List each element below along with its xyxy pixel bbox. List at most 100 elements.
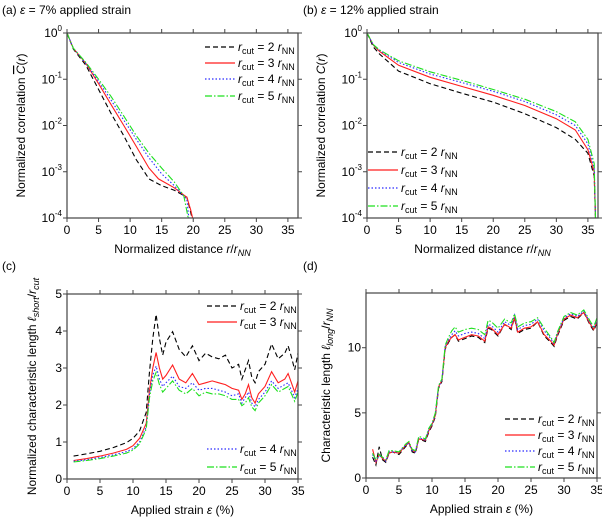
text-part: r [538, 444, 543, 458]
series-line-rcut4 [67, 33, 190, 218]
y-tick-label: 4 [55, 324, 62, 338]
x-tick-label: 30 [250, 223, 264, 237]
tick-base: 10 [342, 211, 356, 225]
text-part: (b) [303, 3, 321, 17]
tick-exponent: -4 [55, 209, 63, 218]
text-part: r [578, 412, 583, 426]
text-part: NN [284, 305, 297, 315]
text-part: (a) [2, 3, 20, 17]
legend-label-rcut2: rcut = 2 rNN [538, 412, 595, 428]
text-part: = 2 [254, 40, 278, 54]
text-part: / [230, 242, 234, 256]
legend-label-rcut3: rcut = 3 rNN [401, 163, 458, 179]
text-part: NN [238, 248, 251, 258]
series-line-rcut5 [372, 309, 597, 461]
x-axis-label: Normalized distance r/rNN [114, 242, 251, 258]
series-line-rcut3 [372, 311, 597, 465]
tick-base: 10 [44, 26, 58, 40]
text-part: Normalized distance [414, 242, 526, 256]
text-part: r [534, 242, 539, 256]
tick-base: 10 [42, 211, 56, 225]
x-tick-label: 25 [225, 484, 239, 498]
text-part: cut [542, 418, 555, 428]
legend-label-rcut3: rcut = 3 rNN [538, 428, 595, 444]
y-tick-label: 10-1 [342, 70, 363, 86]
text-part: NN [282, 62, 295, 72]
tick-base: 5 [55, 287, 62, 301]
x-tick-label: 35 [281, 223, 295, 237]
series-line-rcut4 [372, 310, 597, 463]
tick-exponent: -4 [355, 209, 363, 218]
text-part: r [578, 460, 583, 474]
text-part: cut [31, 277, 41, 290]
text-part: r [278, 72, 283, 86]
legend-label-rcut4: rcut = 4 rNN [240, 442, 297, 458]
text-part: cut [405, 205, 418, 215]
text-part: = 3 [417, 163, 441, 177]
plot-frame [66, 293, 299, 480]
text-part: / [319, 325, 333, 329]
y-tick-label: 100 [344, 24, 362, 40]
y-tick-label: 10-4 [42, 209, 63, 225]
text-part: cut [244, 321, 257, 331]
series-line-rcut2 [67, 33, 193, 218]
x-tick-label: 20 [487, 223, 501, 237]
text-part: = 5 [417, 199, 441, 213]
text-part: r [240, 442, 245, 456]
tick-exponent: 0 [58, 24, 63, 33]
text-part: = 3 [554, 428, 578, 442]
text-part: r [280, 299, 285, 313]
series-line-rcut2 [367, 33, 597, 218]
panel-title: (c) [2, 259, 16, 273]
y-tick-label: 10-2 [342, 117, 363, 133]
text-part: = 4 [417, 181, 441, 195]
text-part: r [25, 289, 39, 294]
text-part: ε [321, 3, 327, 17]
text-part: / [25, 293, 39, 297]
text-part: = 4 [256, 442, 280, 456]
tick-base: 10 [342, 72, 356, 86]
text-part: cut [405, 151, 418, 161]
text-part: cut [405, 169, 418, 179]
x-tick-label: 20 [192, 484, 206, 498]
text-part: = 2 [554, 412, 578, 426]
x-tick-label: 5 [95, 223, 102, 237]
text-part: r [280, 442, 285, 456]
text-part: (d) [303, 259, 318, 273]
text-part: = 5 [554, 460, 578, 474]
y-tick-label: 10-3 [42, 163, 63, 179]
y-tick-label: 3 [55, 361, 62, 375]
x-tick-label: 0 [64, 223, 71, 237]
x-tick-label: 0 [64, 484, 71, 498]
legend-label-rcut5: rcut = 5 rNN [238, 89, 295, 105]
chart-panel-d: (d) 0 5 10 15 20 25 30 35 0 5 10 Applied strain ε (%… [303, 259, 602, 516]
legend-label-rcut5: rcut = 5 rNN [401, 199, 458, 215]
x-tick-label: 25 [524, 483, 538, 497]
text-part: r [319, 321, 333, 326]
y-axis-label: Normalized characteristic length ℓshort/… [25, 277, 41, 495]
text-part: r [441, 163, 446, 177]
text-part: cut [242, 62, 255, 72]
x-tick-label: 10 [123, 223, 137, 237]
tick-exponent: -2 [55, 117, 63, 126]
text-part: ℓ [319, 345, 333, 350]
tick-base: 10 [42, 165, 56, 179]
panel-title: (b) ε = 12% applied strain [303, 3, 439, 17]
text-part: NN [325, 308, 335, 321]
text-part: cut [244, 448, 257, 458]
series-line-rcut3 [367, 33, 597, 218]
text-part: Applied strain [131, 503, 207, 517]
text-part: r [538, 412, 543, 426]
chart-panel-a: (a) ε = 7% applied strain 0 5 10 15 20 25 30 35 1… [2, 3, 302, 258]
plot-frame [365, 292, 598, 479]
text-part: r [278, 40, 283, 54]
text-part: C [14, 65, 28, 74]
x-tick-label: 10 [425, 483, 439, 497]
text-part: r [240, 315, 245, 329]
text-part: Applied strain [430, 502, 506, 516]
text-part: NN [282, 46, 295, 56]
text-part: NN [538, 248, 551, 258]
x-tick-label: 15 [159, 484, 173, 498]
